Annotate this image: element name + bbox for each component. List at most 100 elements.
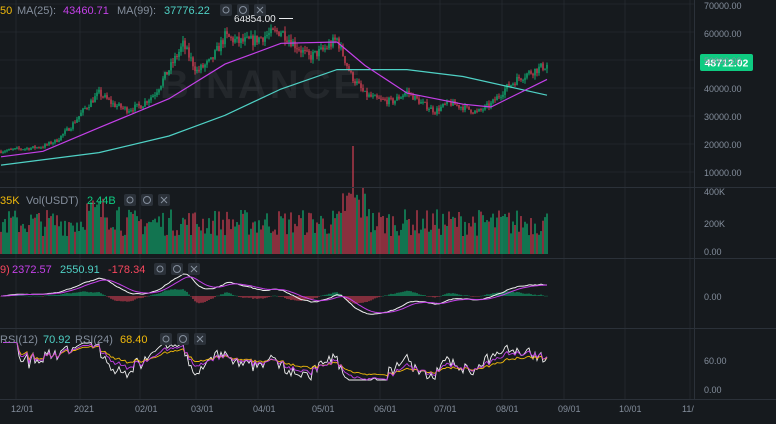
macd-histogram-bar [92, 292, 94, 296]
candle-body [210, 57, 212, 60]
macd-histogram-bar [544, 295, 546, 297]
candle-body [114, 103, 116, 107]
settings-icon[interactable] [237, 4, 249, 16]
volume-bar [500, 216, 502, 254]
visibility-icon[interactable] [154, 263, 166, 275]
macd-histogram-bar [478, 296, 480, 297]
volume-bar [206, 228, 208, 254]
macd-histogram-bar [98, 292, 100, 296]
candle-body [470, 109, 472, 113]
macd-histogram-bar [180, 289, 182, 296]
macd-histogram-bar [446, 293, 448, 296]
macd-histogram-bar [158, 293, 160, 296]
visibility-icon[interactable] [124, 194, 136, 206]
candle-body [544, 68, 546, 70]
candle-body [406, 90, 408, 94]
volume-bar [198, 226, 200, 254]
macd-histogram-bar [246, 296, 248, 298]
candle-body [168, 70, 170, 75]
macd-histogram-bar [28, 295, 30, 297]
macd-histogram-bar [52, 295, 54, 296]
price-candles[interactable] [0, 24, 548, 154]
macd-histogram-bar [26, 295, 28, 297]
volume-bar [476, 235, 478, 254]
candle-body [154, 95, 156, 97]
volume-bar [328, 233, 330, 254]
visibility-icon[interactable] [220, 4, 232, 16]
settings-icon[interactable] [177, 333, 189, 345]
volume-bar [392, 216, 394, 254]
candle-body [136, 103, 138, 105]
volume-legend-icons[interactable] [124, 194, 170, 206]
volume-bar [194, 212, 196, 254]
volume-bar [150, 222, 152, 254]
volume-legend: 35K Vol(USDT) 2.44B [0, 194, 170, 207]
candle-body [138, 103, 140, 106]
rsi-tick: 60.00 [704, 356, 727, 366]
volume-bar [258, 220, 260, 254]
candle-body [434, 112, 436, 114]
volume-bar [394, 225, 396, 254]
visibility-icon[interactable] [160, 333, 172, 345]
candle-body [16, 147, 18, 149]
main-legend-icons[interactable] [220, 4, 266, 16]
settings-icon[interactable] [141, 194, 153, 206]
macd-histogram-bar [394, 293, 396, 296]
volume-bar [514, 224, 516, 254]
candle-body [526, 73, 528, 78]
volume-bar [510, 233, 512, 254]
macd-histogram-bar [138, 296, 140, 299]
macd-histogram-bar [288, 296, 290, 300]
macd-histogram-bar [380, 296, 382, 297]
macd-histogram-bar [24, 295, 26, 297]
macd-histogram-bar [204, 296, 206, 303]
candle-body [14, 148, 16, 150]
macd-histogram-bar [18, 295, 20, 296]
macd-histogram-bar [96, 292, 98, 296]
settings-icon[interactable] [171, 263, 183, 275]
volume-bar [226, 211, 228, 254]
candle-body [238, 36, 240, 43]
macd-histogram-bar [524, 293, 526, 296]
macd-histogram-bar [472, 296, 474, 297]
macd-histogram-bar [462, 295, 464, 296]
macd-legend-icons[interactable] [154, 263, 200, 275]
candle-body [316, 50, 318, 57]
volume-bar [480, 211, 482, 254]
volume-bar [56, 215, 58, 254]
volume-bar [324, 228, 326, 254]
macd-histogram-bar [282, 296, 284, 297]
volume-bar [424, 228, 426, 254]
volume-bar [494, 227, 496, 254]
macd-histogram-bar [60, 294, 62, 296]
candle-body [28, 148, 30, 150]
volume-bar [176, 230, 178, 254]
volume-bar [432, 213, 434, 254]
candle-body [392, 98, 394, 104]
volume-bar [152, 219, 154, 254]
candle-body [270, 28, 272, 34]
candle-body [546, 64, 548, 69]
candle-body [306, 50, 308, 52]
rsi-legend-icons[interactable] [160, 333, 206, 345]
volume-bar [288, 219, 290, 254]
moving-average-lines [0, 41, 548, 166]
macd-histogram-bar [476, 296, 478, 297]
volume-bar [80, 221, 82, 254]
candle-body [514, 83, 516, 86]
candle-body [12, 148, 14, 150]
candle-body [492, 99, 494, 103]
volume-bar [158, 216, 160, 254]
candle-body [60, 135, 62, 141]
time-tick: 09/01 [558, 404, 581, 414]
macd-histogram-bar [86, 291, 88, 296]
macd-histogram-bar [208, 296, 210, 300]
price-tick: 70000.00 [704, 1, 742, 11]
macd-histogram-bar [186, 291, 188, 296]
macd-histogram-bar [242, 296, 244, 298]
candle-body [104, 95, 106, 98]
candle-body [152, 95, 154, 98]
candle-body [184, 40, 186, 50]
candle-body [186, 47, 188, 50]
